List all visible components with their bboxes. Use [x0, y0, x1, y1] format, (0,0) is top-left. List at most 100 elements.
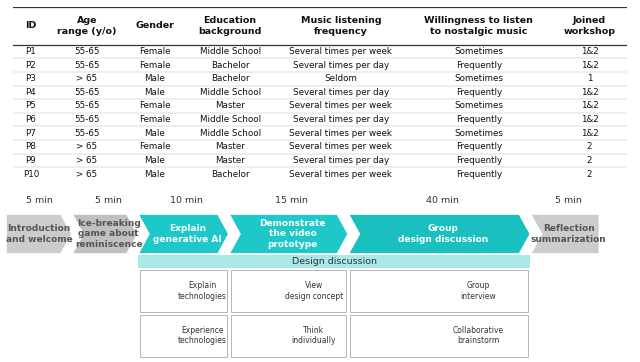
Text: Group
interview: Group interview: [461, 281, 497, 301]
FancyBboxPatch shape: [231, 270, 346, 312]
Text: Master: Master: [215, 156, 245, 165]
Text: Master: Master: [215, 101, 245, 110]
Text: Think
individually: Think individually: [292, 326, 336, 345]
Text: Sometimes: Sometimes: [454, 101, 503, 110]
Text: 1&2: 1&2: [580, 115, 598, 124]
FancyBboxPatch shape: [350, 270, 529, 312]
Text: P10: P10: [22, 170, 39, 179]
Text: > 65: > 65: [76, 170, 97, 179]
Text: P7: P7: [26, 129, 36, 138]
Text: ID: ID: [25, 21, 36, 30]
Text: Age
range (y/o): Age range (y/o): [58, 16, 116, 36]
Text: 1&2: 1&2: [580, 101, 598, 110]
Text: Sometimes: Sometimes: [454, 74, 503, 83]
Text: Several times per day: Several times per day: [293, 60, 389, 70]
Text: P3: P3: [26, 74, 36, 83]
Polygon shape: [72, 214, 138, 254]
Text: Male: Male: [145, 170, 165, 179]
Text: 1: 1: [587, 74, 592, 83]
Polygon shape: [138, 214, 229, 254]
Text: 55-65: 55-65: [74, 115, 100, 124]
Text: Several times per week: Several times per week: [289, 101, 392, 110]
Text: Several times per week: Several times per week: [289, 142, 392, 151]
Polygon shape: [6, 214, 72, 254]
Text: Explain
generative AI: Explain generative AI: [153, 224, 221, 244]
Text: Gender: Gender: [135, 21, 174, 30]
Text: Frequently: Frequently: [456, 60, 502, 70]
Text: Explain
technologies: Explain technologies: [178, 281, 227, 301]
Text: 5 min: 5 min: [95, 196, 122, 205]
Text: Male: Male: [145, 74, 165, 83]
Text: Introduction
and welcome: Introduction and welcome: [6, 224, 72, 244]
Text: Music listening
frequency: Music listening frequency: [301, 16, 381, 36]
FancyBboxPatch shape: [140, 270, 227, 312]
Text: 2: 2: [587, 170, 592, 179]
Text: Bachelor: Bachelor: [211, 60, 250, 70]
Text: Middle School: Middle School: [200, 115, 260, 124]
Text: > 65: > 65: [76, 156, 97, 165]
Text: 10 min: 10 min: [170, 196, 203, 205]
Text: Seldom: Seldom: [324, 74, 357, 83]
Text: 1&2: 1&2: [580, 129, 598, 138]
Text: 2: 2: [587, 156, 592, 165]
Text: 15 min: 15 min: [275, 196, 308, 205]
Text: Several times per day: Several times per day: [293, 88, 389, 97]
Polygon shape: [229, 214, 348, 254]
Text: 1&2: 1&2: [580, 60, 598, 70]
Text: Sometimes: Sometimes: [454, 47, 503, 56]
Text: 55-65: 55-65: [74, 88, 100, 97]
Text: Middle School: Middle School: [200, 47, 260, 56]
Text: Several times per week: Several times per week: [289, 129, 392, 138]
Text: Frequently: Frequently: [456, 156, 502, 165]
Text: 5 min: 5 min: [26, 196, 52, 205]
Text: Ice-breaking
game about
reminiscence: Ice-breaking game about reminiscence: [75, 219, 143, 249]
Text: P4: P4: [26, 88, 36, 97]
Text: Male: Male: [145, 88, 165, 97]
Text: 55-65: 55-65: [74, 129, 100, 138]
Text: P1: P1: [26, 47, 36, 56]
Text: P9: P9: [26, 156, 36, 165]
Text: Frequently: Frequently: [456, 115, 502, 124]
Text: Several times per day: Several times per day: [293, 156, 389, 165]
Text: Several times per week: Several times per week: [289, 47, 392, 56]
Polygon shape: [531, 214, 600, 254]
Text: Frequently: Frequently: [456, 142, 502, 151]
Text: 2: 2: [587, 142, 592, 151]
Text: Bachelor: Bachelor: [211, 170, 250, 179]
Text: Master: Master: [215, 142, 245, 151]
Text: Demonstrate
the video
prototype: Demonstrate the video prototype: [259, 219, 326, 249]
Text: Female: Female: [139, 60, 170, 70]
Text: Frequently: Frequently: [456, 170, 502, 179]
Text: View
design concept: View design concept: [285, 281, 343, 301]
Text: P8: P8: [26, 142, 36, 151]
Text: Male: Male: [145, 156, 165, 165]
Text: Female: Female: [139, 115, 170, 124]
Text: Willingness to listen
to nostalgic music: Willingness to listen to nostalgic music: [424, 16, 533, 36]
Text: 55-65: 55-65: [74, 60, 100, 70]
Text: > 65: > 65: [76, 74, 97, 83]
Text: 5 min: 5 min: [555, 196, 582, 205]
Text: 55-65: 55-65: [74, 101, 100, 110]
FancyBboxPatch shape: [231, 315, 346, 357]
Text: Male: Male: [145, 129, 165, 138]
Text: Reflection
summarization: Reflection summarization: [531, 224, 607, 244]
Text: Joined
workshop: Joined workshop: [563, 16, 616, 36]
Text: Bachelor: Bachelor: [211, 74, 250, 83]
Text: 1&2: 1&2: [580, 88, 598, 97]
Text: Sometimes: Sometimes: [454, 129, 503, 138]
Text: Several times per week: Several times per week: [289, 170, 392, 179]
FancyBboxPatch shape: [350, 315, 529, 357]
Text: Female: Female: [139, 101, 170, 110]
Text: P5: P5: [26, 101, 36, 110]
Text: 55-65: 55-65: [74, 47, 100, 56]
Text: 1&2: 1&2: [580, 47, 598, 56]
Text: Design discussion: Design discussion: [292, 257, 376, 266]
Text: Middle School: Middle School: [200, 129, 260, 138]
Text: Female: Female: [139, 142, 170, 151]
Text: Education
background: Education background: [198, 16, 262, 36]
Text: Middle School: Middle School: [200, 88, 260, 97]
Text: > 65: > 65: [76, 142, 97, 151]
FancyBboxPatch shape: [140, 315, 227, 357]
Text: P2: P2: [26, 60, 36, 70]
FancyBboxPatch shape: [138, 255, 531, 268]
